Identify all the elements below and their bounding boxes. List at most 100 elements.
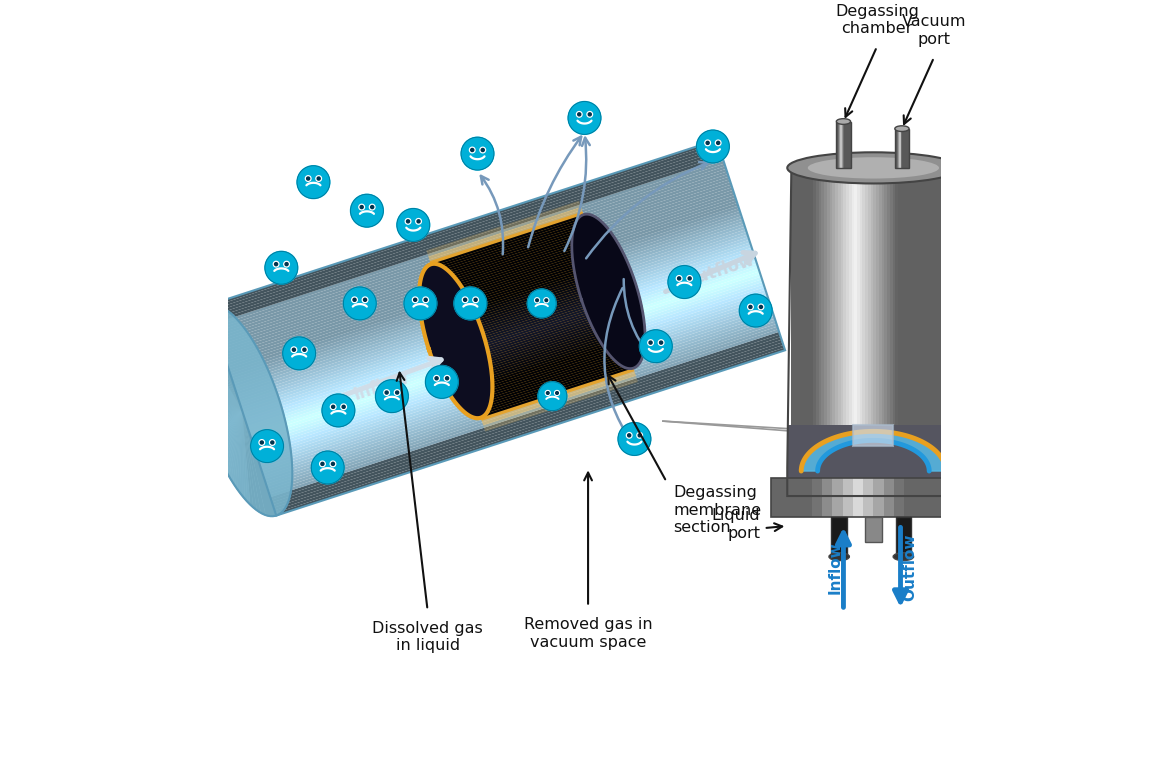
Polygon shape [260,301,769,469]
Polygon shape [214,158,724,326]
Polygon shape [464,316,617,367]
Circle shape [426,366,458,398]
Bar [950,168,953,496]
Polygon shape [256,287,766,455]
Bar [787,425,960,489]
Text: Vacuum
port: Vacuum port [901,14,967,47]
Circle shape [689,277,691,280]
Circle shape [343,405,345,408]
Polygon shape [208,410,242,433]
Polygon shape [213,156,722,324]
Polygon shape [208,140,718,308]
Polygon shape [469,331,622,382]
Polygon shape [192,349,242,410]
Polygon shape [475,348,628,400]
Circle shape [587,111,593,117]
Bar [893,168,895,496]
Polygon shape [193,368,242,410]
Bar [966,478,976,518]
Bar [857,168,859,496]
Polygon shape [253,276,762,444]
Polygon shape [205,410,242,422]
Polygon shape [454,285,607,337]
Polygon shape [222,410,242,467]
Circle shape [260,440,264,445]
Circle shape [283,337,316,369]
Circle shape [706,142,710,145]
Bar [925,478,935,518]
Polygon shape [221,410,242,463]
Circle shape [284,261,290,267]
Polygon shape [195,379,242,410]
Circle shape [445,377,449,380]
Circle shape [527,289,556,318]
Circle shape [371,206,374,209]
Polygon shape [427,201,638,431]
Bar [936,168,939,496]
Bar [931,168,934,496]
Polygon shape [219,174,728,342]
Bar [920,168,922,496]
Circle shape [275,263,277,266]
Bar [805,168,808,496]
Bar [914,478,925,518]
Polygon shape [209,145,719,313]
Polygon shape [451,276,604,328]
Polygon shape [257,292,767,460]
Polygon shape [195,383,242,410]
Polygon shape [212,151,721,319]
Circle shape [311,451,344,484]
Ellipse shape [836,119,851,124]
Circle shape [554,391,560,395]
Circle shape [417,220,420,223]
FancyBboxPatch shape [853,425,893,446]
Bar [946,478,955,518]
Text: Removed gas in
vacuum space: Removed gas in vacuum space [524,617,652,650]
Polygon shape [244,251,754,419]
Bar [865,518,881,543]
Polygon shape [241,242,750,410]
Circle shape [285,263,288,266]
Polygon shape [196,391,242,410]
Circle shape [715,140,721,145]
Circle shape [475,298,477,301]
Polygon shape [192,304,292,516]
Polygon shape [222,182,732,350]
Polygon shape [258,295,768,463]
Ellipse shape [829,553,850,561]
Circle shape [416,219,421,224]
Circle shape [404,287,437,319]
Polygon shape [242,410,248,502]
Circle shape [545,391,551,395]
Circle shape [352,297,358,303]
Bar [851,168,855,496]
Polygon shape [428,207,636,425]
Circle shape [321,394,355,427]
Polygon shape [434,223,587,276]
Bar [876,168,879,496]
Bar [884,478,894,518]
Bar [887,168,890,496]
Polygon shape [213,410,242,447]
Circle shape [316,176,321,182]
Bar [922,168,926,496]
Circle shape [538,382,567,410]
Polygon shape [231,410,242,483]
Polygon shape [420,263,492,419]
Polygon shape [242,410,261,512]
Polygon shape [449,272,603,323]
Polygon shape [267,319,776,487]
Polygon shape [244,253,754,421]
Circle shape [678,277,680,280]
Polygon shape [194,321,242,410]
Circle shape [362,297,368,303]
Bar [879,168,881,496]
Polygon shape [457,296,610,347]
Polygon shape [250,272,760,439]
Circle shape [462,297,468,303]
Polygon shape [200,305,242,410]
Bar [873,168,876,496]
Polygon shape [196,387,242,410]
Polygon shape [444,257,597,308]
Polygon shape [254,282,763,450]
